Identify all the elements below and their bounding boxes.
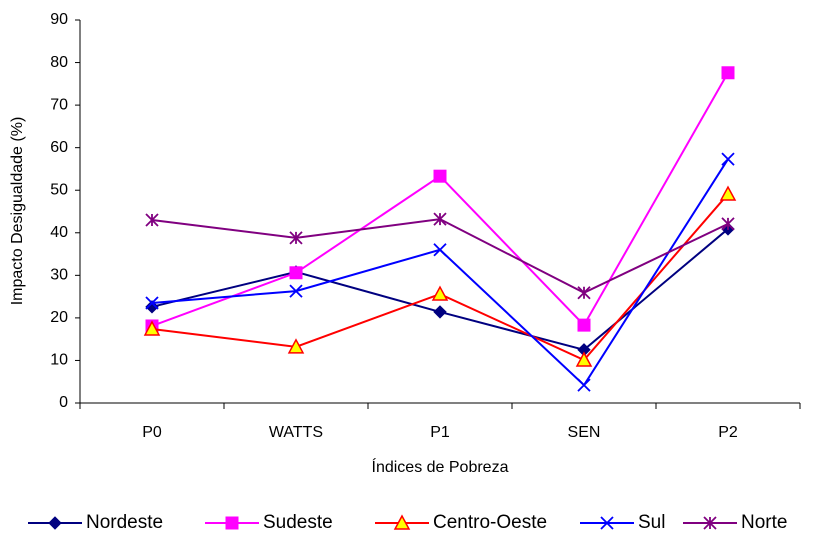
marker-shape	[433, 169, 447, 183]
marker	[225, 516, 239, 530]
marker	[431, 285, 449, 301]
marker	[577, 286, 591, 300]
y-tick-label: 30	[50, 267, 68, 284]
marker	[287, 338, 305, 354]
legend-text: Centro-Oeste	[433, 512, 547, 533]
x-tick-label: P0	[142, 424, 162, 441]
marker-shape	[577, 286, 591, 300]
marker-shape	[393, 514, 411, 530]
marker-shape	[289, 284, 303, 298]
marker	[577, 318, 591, 332]
marker	[393, 514, 411, 530]
y-tick-label: 40	[50, 224, 68, 241]
marker	[433, 212, 447, 226]
marker-shape	[48, 516, 62, 530]
marker	[721, 217, 735, 231]
marker-shape	[721, 66, 735, 80]
legend-text: Sudeste	[263, 512, 333, 533]
marker	[289, 266, 303, 280]
marker	[719, 185, 737, 201]
legend-text: Sul	[638, 512, 665, 533]
marker-shape	[433, 243, 447, 257]
x-tick-label: WATTS	[269, 424, 323, 441]
marker-shape	[703, 516, 717, 530]
marker	[577, 378, 591, 392]
y-tick-label: 70	[50, 96, 68, 113]
marker-shape	[145, 213, 159, 227]
marker	[289, 284, 303, 298]
marker-shape	[577, 378, 591, 392]
marker	[600, 516, 614, 530]
legend-text: Norte	[741, 512, 787, 533]
marker-shape	[431, 285, 449, 301]
marker-shape	[145, 300, 159, 314]
marker-shape	[575, 351, 593, 367]
marker	[145, 296, 159, 310]
marker-shape	[433, 305, 447, 319]
marker	[143, 320, 161, 336]
marker	[433, 169, 447, 183]
y-tick-label: 80	[50, 54, 68, 71]
marker	[433, 305, 447, 319]
marker-shape	[225, 516, 239, 530]
series-line	[151, 158, 729, 387]
marker	[703, 516, 717, 530]
x-axis-title: Índices de Pobreza	[372, 457, 509, 476]
legend-text: Nordeste	[86, 512, 163, 533]
y-tick-label: 50	[50, 181, 68, 198]
y-tick-label: 0	[59, 394, 68, 411]
y-tick-label: 90	[50, 11, 68, 28]
marker	[145, 300, 159, 314]
series-line	[151, 218, 729, 294]
marker	[433, 243, 447, 257]
marker-shape	[287, 338, 305, 354]
marker	[145, 213, 159, 227]
x-tick-label: P2	[718, 424, 738, 441]
marker	[721, 152, 735, 166]
y-tick-label: 10	[50, 352, 68, 369]
marker-shape	[289, 266, 303, 280]
marker	[48, 516, 62, 530]
y-axis-title: Impacto Desigualdade (%)	[9, 117, 26, 306]
marker	[575, 351, 593, 367]
y-tick-label: 60	[50, 139, 68, 156]
marker-shape	[721, 152, 735, 166]
x-tick-label: SEN	[568, 424, 601, 441]
marker-shape	[721, 217, 735, 231]
marker-shape	[289, 231, 303, 245]
marker-shape	[719, 185, 737, 201]
marker	[721, 66, 735, 80]
marker-shape	[600, 516, 614, 530]
marker	[289, 231, 303, 245]
marker-shape	[145, 296, 159, 310]
y-tick-label: 20	[50, 309, 68, 326]
marker-shape	[577, 318, 591, 332]
x-tick-label: P1	[430, 424, 450, 441]
marker-shape	[433, 212, 447, 226]
marker-shape	[143, 320, 161, 336]
